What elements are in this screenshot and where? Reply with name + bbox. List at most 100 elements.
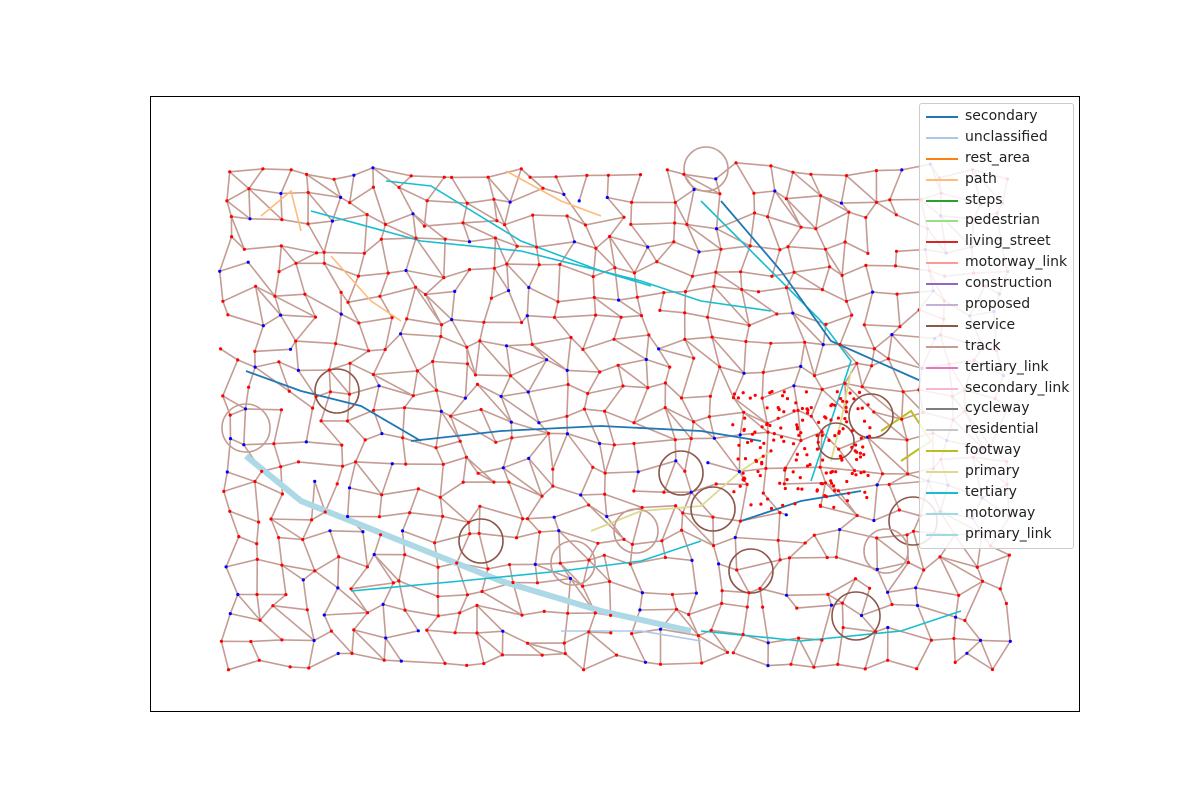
- road-segment: [954, 652, 968, 664]
- road-segment: [876, 169, 902, 172]
- road-segment: [307, 223, 325, 253]
- road-node: [366, 611, 370, 615]
- road-segment: [229, 171, 250, 190]
- road-node: [759, 502, 763, 506]
- road-segment: [479, 322, 485, 342]
- road-segment: [567, 383, 589, 395]
- road-segment: [552, 485, 581, 496]
- road-node: [305, 172, 309, 176]
- road-segment: [334, 313, 342, 344]
- road-node: [764, 466, 768, 470]
- road-segment: [664, 366, 671, 384]
- road-segment: [349, 487, 382, 496]
- road-node: [236, 592, 240, 597]
- road-segment: [500, 396, 513, 423]
- road-segment: [915, 639, 933, 670]
- road-segment: [675, 608, 700, 637]
- road-segment: [536, 241, 575, 248]
- road-segment: [900, 419, 908, 441]
- road-segment: [479, 340, 512, 377]
- road-node: [779, 435, 784, 439]
- road-node: [348, 201, 352, 205]
- road-segment: [445, 238, 470, 243]
- road-segment: [462, 457, 468, 483]
- road-segment: [606, 516, 625, 540]
- road-segment: [759, 559, 781, 589]
- road-segment: [398, 175, 412, 188]
- road-segment: [599, 364, 619, 373]
- road-segment: [527, 458, 543, 497]
- road-node: [845, 479, 849, 484]
- road-node: [229, 215, 233, 219]
- legend-item-residential: residential: [920, 419, 1073, 440]
- primary-road: [830, 370, 852, 462]
- road-node: [545, 358, 549, 362]
- road-segment: [609, 580, 643, 594]
- road-segment: [664, 407, 677, 440]
- legend-swatch: [926, 450, 958, 453]
- road-node: [782, 439, 786, 443]
- road-node: [829, 481, 834, 485]
- road-node: [952, 636, 956, 641]
- road-segment: [280, 193, 283, 220]
- road-segment: [837, 627, 844, 665]
- road-node: [866, 251, 870, 255]
- road-segment: [580, 494, 590, 506]
- road-segment: [255, 522, 260, 544]
- road-node: [719, 247, 723, 251]
- road-segment: [815, 195, 822, 229]
- road-segment: [774, 190, 787, 200]
- road-segment: [539, 529, 559, 533]
- road-segment: [553, 504, 589, 518]
- road-segment: [506, 245, 518, 265]
- road-node: [467, 240, 472, 244]
- road-segment: [761, 385, 795, 399]
- road-node: [312, 638, 316, 643]
- road-segment: [733, 396, 768, 425]
- road-segment: [555, 176, 565, 195]
- road-node: [672, 240, 676, 244]
- road-node: [397, 579, 401, 583]
- road-node: [465, 593, 470, 597]
- road-segment: [426, 629, 456, 634]
- road-segment: [332, 213, 368, 222]
- road-segment: [647, 241, 674, 248]
- road-node: [505, 262, 509, 266]
- road-segment: [864, 631, 877, 670]
- road-node: [804, 390, 809, 394]
- road-segment: [487, 176, 495, 200]
- road-node: [756, 290, 761, 294]
- road-segment: [792, 312, 824, 346]
- legend-swatch: [926, 512, 958, 515]
- road-node: [313, 479, 317, 483]
- road-node: [598, 370, 602, 374]
- road-node: [778, 248, 782, 252]
- road-segment: [466, 202, 498, 222]
- road-segment: [660, 628, 699, 637]
- road-segment: [510, 375, 529, 393]
- road-segment: [785, 557, 791, 596]
- road-segment: [280, 169, 292, 194]
- road-segment: [603, 385, 624, 412]
- road-segment: [614, 442, 635, 446]
- legend-label: footway: [965, 442, 1021, 459]
- road-segment: [413, 389, 437, 397]
- road-node: [791, 470, 795, 474]
- road-segment: [711, 336, 721, 367]
- road-segment: [511, 432, 549, 439]
- road-segment: [302, 579, 309, 610]
- road-segment: [810, 173, 822, 197]
- road-node: [372, 552, 376, 557]
- road-node: [888, 198, 892, 202]
- road-segment: [980, 639, 1011, 643]
- road-segment: [328, 369, 351, 395]
- road-node: [542, 609, 546, 614]
- road-node: [978, 638, 983, 643]
- road-node: [733, 535, 737, 540]
- road-segment: [675, 437, 692, 441]
- road-segment: [588, 631, 611, 634]
- road-segment: [494, 263, 508, 270]
- road-segment: [280, 461, 299, 468]
- road-segment: [592, 466, 606, 474]
- road-node: [852, 397, 856, 401]
